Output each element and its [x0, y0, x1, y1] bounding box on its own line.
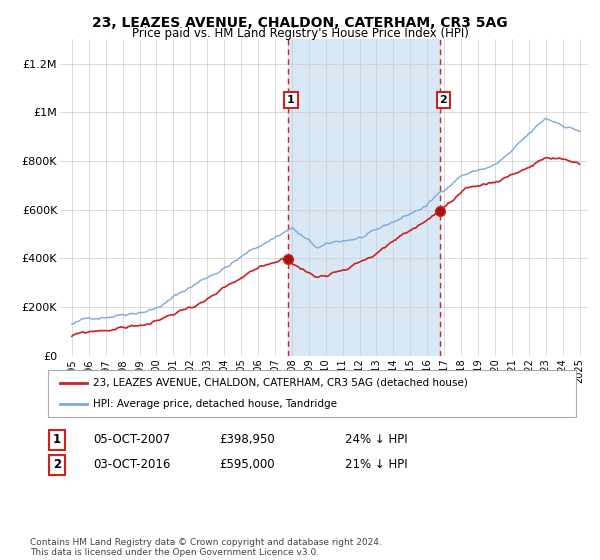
Text: Price paid vs. HM Land Registry's House Price Index (HPI): Price paid vs. HM Land Registry's House …	[131, 27, 469, 40]
Text: 24% ↓ HPI: 24% ↓ HPI	[345, 433, 407, 446]
Text: 1: 1	[287, 95, 295, 105]
Text: 2: 2	[53, 458, 61, 472]
Text: Contains HM Land Registry data © Crown copyright and database right 2024.
This d: Contains HM Land Registry data © Crown c…	[30, 538, 382, 557]
Text: 23, LEAZES AVENUE, CHALDON, CATERHAM, CR3 5AG: 23, LEAZES AVENUE, CHALDON, CATERHAM, CR…	[92, 16, 508, 30]
Bar	[287, 39, 440, 356]
Text: 21% ↓ HPI: 21% ↓ HPI	[345, 458, 407, 472]
Text: 2: 2	[439, 95, 447, 105]
Text: HPI: Average price, detached house, Tandridge: HPI: Average price, detached house, Tand…	[93, 399, 337, 409]
Text: 03-OCT-2016: 03-OCT-2016	[93, 458, 170, 472]
Text: £398,950: £398,950	[219, 433, 275, 446]
Text: 1: 1	[53, 433, 61, 446]
Text: 05-OCT-2007: 05-OCT-2007	[93, 433, 170, 446]
Text: 23, LEAZES AVENUE, CHALDON, CATERHAM, CR3 5AG (detached house): 23, LEAZES AVENUE, CHALDON, CATERHAM, CR…	[93, 378, 468, 388]
Text: £595,000: £595,000	[219, 458, 275, 472]
